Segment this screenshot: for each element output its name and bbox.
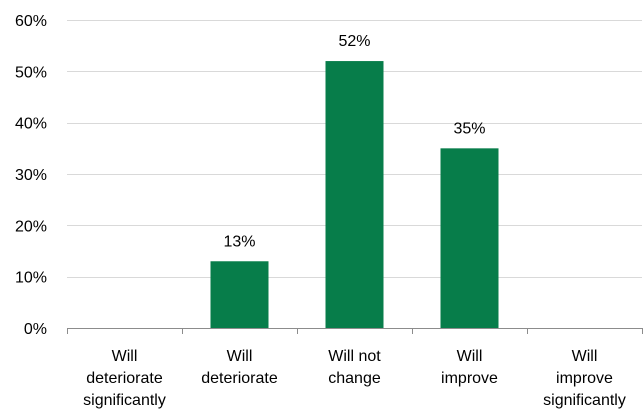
x-category-label-line: Will not — [328, 348, 381, 365]
x-category-label-line: improve — [556, 370, 613, 387]
x-category-label-line: Will — [572, 348, 598, 365]
y-tick-label: 20% — [15, 218, 47, 235]
y-tick-label: 10% — [15, 270, 47, 287]
bars — [210, 61, 499, 329]
x-category-label-line: improve — [441, 370, 498, 387]
x-category-label-line: change — [328, 370, 381, 387]
x-category-label-line: Will — [457, 348, 483, 365]
x-category-label-line: deteriorate — [201, 370, 278, 387]
x-category-label-line: significantly — [83, 392, 166, 409]
x-axis-category-labels: Will deteriorate significantly Will deterior… — [83, 348, 626, 409]
bar — [210, 261, 269, 328]
y-tick-label: 40% — [15, 116, 47, 133]
x-category-label-line: Will — [112, 348, 138, 365]
x-category-label: Will not change — [328, 348, 381, 387]
y-tick-label: 50% — [15, 64, 47, 81]
y-tick-label: 30% — [15, 167, 47, 184]
data-label: 35% — [453, 120, 485, 137]
x-category-label-line: Will — [227, 348, 253, 365]
x-category-label-line: deteriorate — [86, 370, 163, 387]
x-axis — [67, 328, 643, 334]
data-labels: 13% 52% 35% — [223, 33, 485, 250]
x-category-label: Will deteriorate — [201, 348, 278, 387]
y-tick-label: 0% — [24, 321, 47, 338]
bar — [440, 148, 499, 328]
y-axis-tick-labels: 0% 10% 20% 30% 40% 50% 60% — [15, 13, 47, 338]
data-label: 52% — [338, 33, 370, 50]
x-category-label: Will improve significantly — [543, 348, 626, 409]
x-category-label-line: significantly — [543, 392, 626, 409]
x-category-label: Will deteriorate significantly — [83, 348, 166, 409]
bar — [325, 61, 384, 329]
x-category-label: Will improve — [441, 348, 498, 387]
data-label: 13% — [223, 233, 255, 250]
y-tick-label: 60% — [15, 13, 47, 30]
